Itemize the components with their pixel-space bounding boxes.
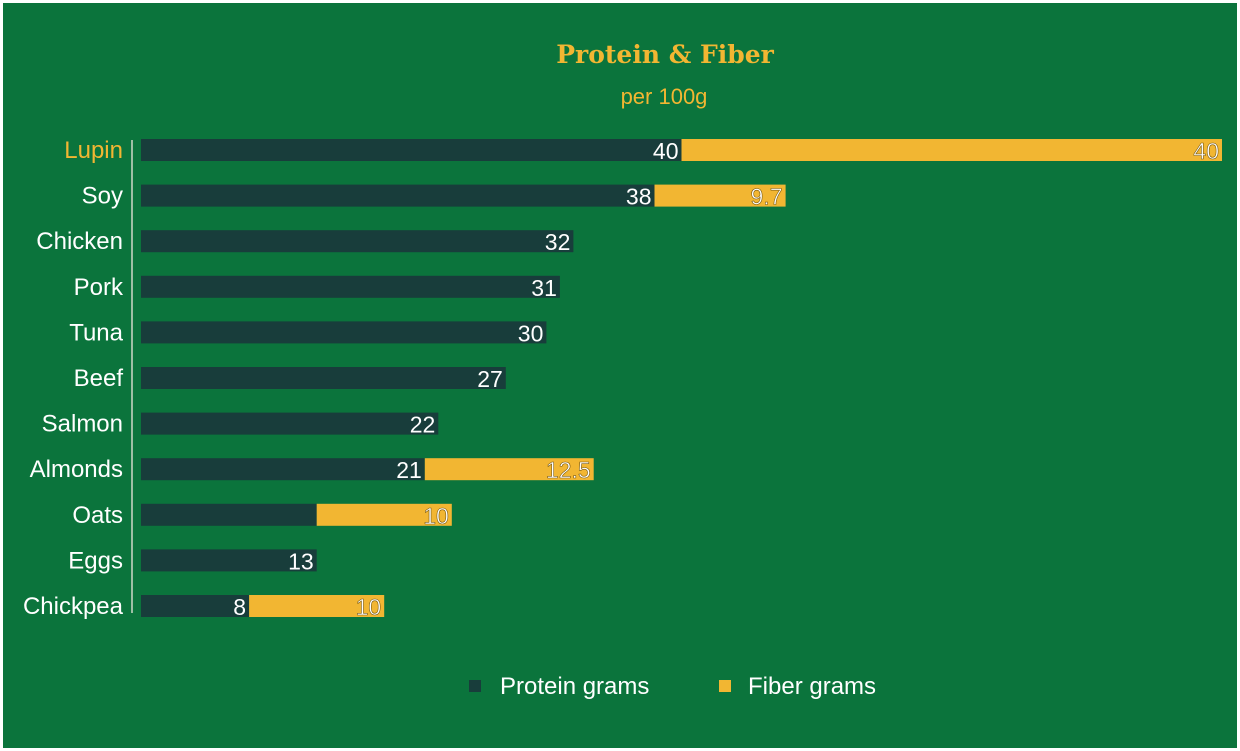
bar-fiber-oats bbox=[316, 503, 452, 526]
value-label-protein-lupin: 40 bbox=[653, 138, 679, 164]
value-label-protein-chickpea: 8 bbox=[233, 594, 246, 620]
value-label-protein-salmon: 22 bbox=[410, 412, 436, 438]
chart-svg: Protein & Fiber per 100g Lupin 40 40 Soy 38 9… bbox=[23, 40, 1222, 700]
category-label-lupin: Lupin bbox=[64, 137, 123, 164]
bar-protein-oats bbox=[141, 503, 317, 526]
category-label-almonds: Almonds bbox=[30, 456, 123, 483]
value-label-protein-pork: 31 bbox=[531, 275, 557, 301]
category-label-salmon: Salmon bbox=[42, 411, 123, 438]
chart-panel: Protein & Fiber per 100g Lupin 40 40 Soy 38 9… bbox=[3, 3, 1237, 748]
value-label-fiber-chickpea: 10 bbox=[356, 594, 382, 620]
bar-protein-almonds bbox=[141, 458, 425, 481]
category-label-chickpea: Chickpea bbox=[23, 593, 124, 620]
value-label-protein-beef: 27 bbox=[477, 366, 503, 392]
legend-label-protein: Protein grams bbox=[500, 673, 649, 700]
bar-protein-soy bbox=[141, 184, 655, 207]
bar-protein-chicken bbox=[141, 230, 574, 253]
bar-fiber-almonds bbox=[424, 458, 594, 481]
legend-swatch-fiber bbox=[719, 680, 731, 692]
bar-protein-pork bbox=[141, 275, 560, 298]
value-label-protein-almonds: 21 bbox=[396, 457, 422, 483]
value-label-protein-soy: 38 bbox=[626, 184, 652, 210]
bar-fiber-lupin bbox=[681, 139, 1222, 161]
bar-protein-lupin bbox=[141, 139, 682, 161]
value-label-fiber-almonds: 12.5 bbox=[546, 457, 591, 483]
bar-fiber-soy bbox=[654, 184, 786, 207]
bars-layer bbox=[141, 139, 1222, 617]
chart-subtitle: per 100g bbox=[621, 84, 708, 109]
category-label-beef: Beef bbox=[74, 365, 124, 392]
category-label-pork: Pork bbox=[74, 274, 124, 301]
bar-protein-beef bbox=[141, 367, 506, 389]
value-label-fiber-lupin: 40 bbox=[1193, 138, 1219, 164]
value-label-protein-tuna: 30 bbox=[518, 320, 544, 346]
value-label-fiber-soy: 9.7 bbox=[751, 184, 783, 210]
category-label-oats: Oats bbox=[72, 502, 123, 529]
bar-protein-eggs bbox=[141, 549, 317, 572]
value-label-protein-eggs: 13 bbox=[288, 548, 314, 574]
value-label-fiber-oats: 10 bbox=[423, 503, 449, 529]
labels-layer: Lupin 40 40 Soy 38 9.7 Chicken 32 Pork 31 Tuna 30 Be… bbox=[23, 137, 1219, 620]
legend: Protein grams Fiber grams bbox=[469, 673, 876, 700]
category-label-soy: Soy bbox=[82, 183, 123, 210]
category-label-chicken: Chicken bbox=[36, 228, 123, 255]
value-label-protein-chicken: 32 bbox=[545, 229, 571, 255]
chart-title: Protein & Fiber bbox=[556, 40, 774, 69]
legend-swatch-protein bbox=[469, 680, 481, 692]
category-label-eggs: Eggs bbox=[68, 547, 123, 574]
category-label-tuna: Tuna bbox=[69, 319, 123, 346]
legend-label-fiber: Fiber grams bbox=[748, 673, 876, 700]
bar-protein-chickpea bbox=[141, 595, 250, 617]
bar-protein-salmon bbox=[141, 412, 439, 435]
bar-protein-tuna bbox=[141, 321, 547, 344]
bar-fiber-chickpea bbox=[249, 595, 385, 617]
